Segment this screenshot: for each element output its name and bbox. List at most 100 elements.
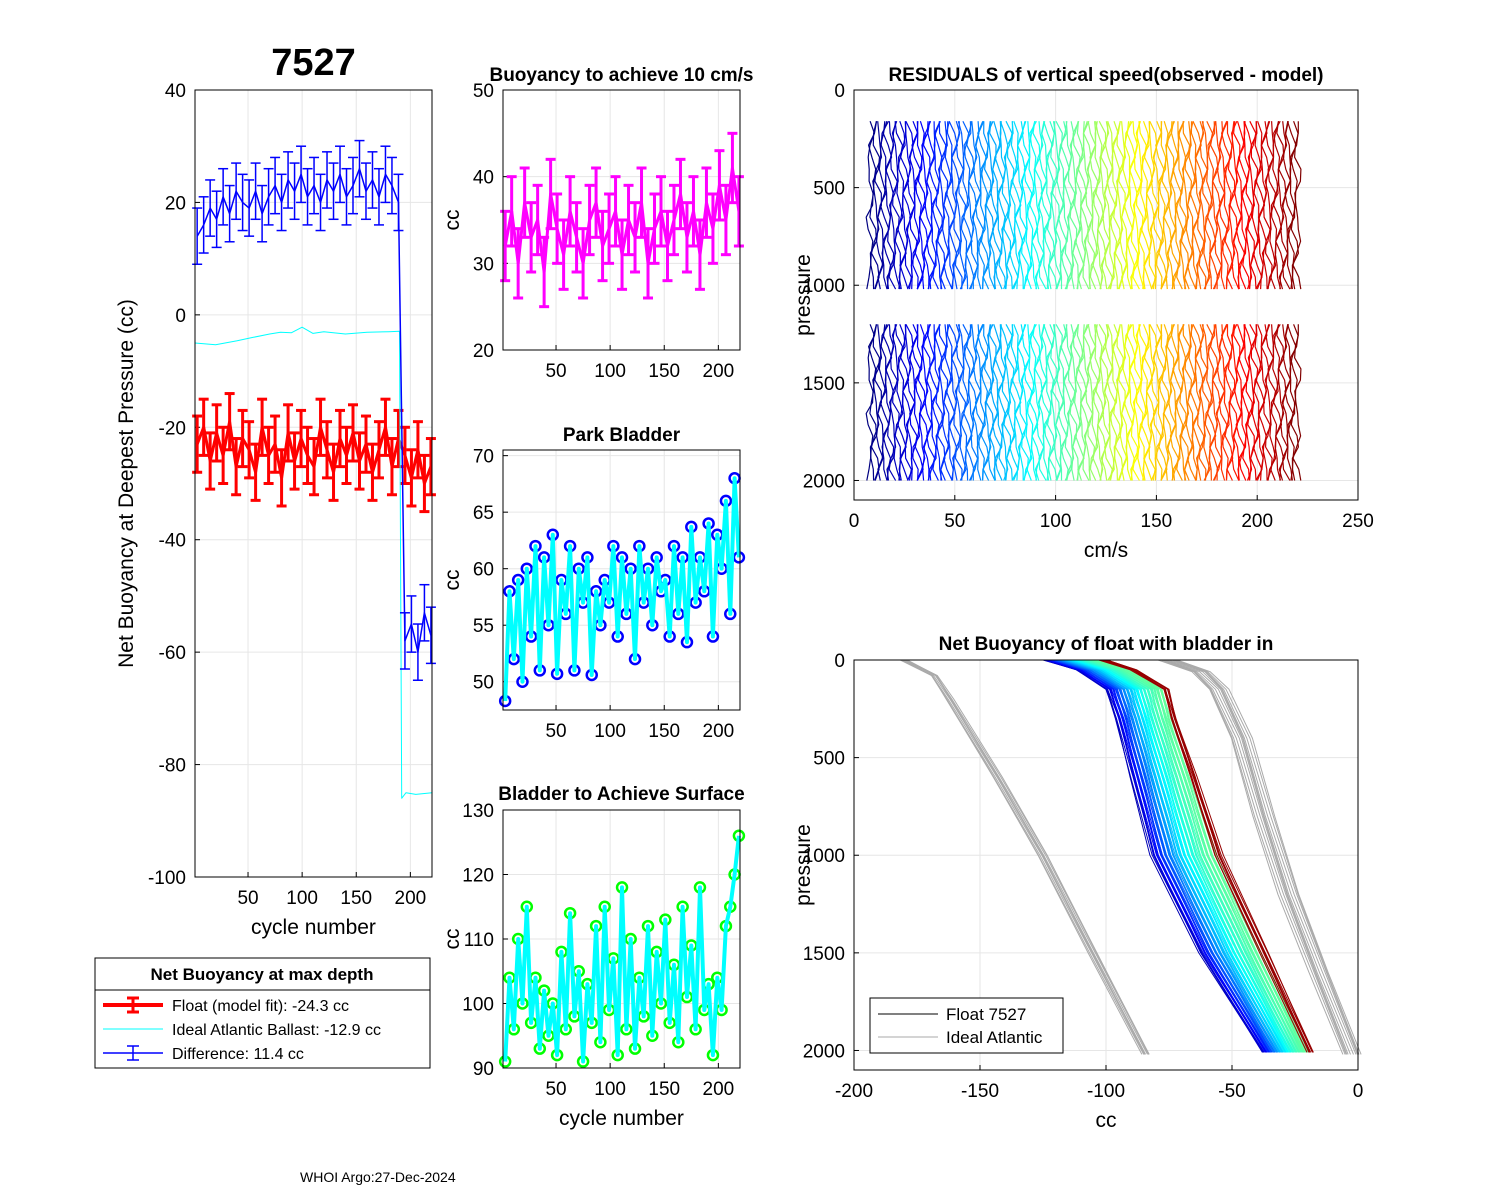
- errorbar-float: [302, 425, 313, 485]
- residual-profile: [1232, 324, 1243, 481]
- ideal-bundle-0: [900, 659, 1150, 1055]
- y-tick-label: 500: [813, 749, 845, 770]
- errorbar-difference: [412, 623, 423, 681]
- residual-profile: [1123, 120, 1134, 290]
- residual-profile: [1189, 324, 1200, 481]
- x-tick-label: -100: [1087, 1081, 1125, 1102]
- errorbar-difference: [406, 595, 417, 653]
- errorbar-difference: [354, 139, 365, 198]
- errorbar-float: [270, 414, 281, 474]
- ideal-profile: [906, 659, 1149, 1055]
- x-tick-label: -50: [1218, 1081, 1245, 1102]
- float-profile: [1102, 659, 1311, 1053]
- errorbar-buoyancy: [694, 218, 705, 291]
- residual-profile: [891, 120, 901, 290]
- residual-profile: [1048, 121, 1058, 290]
- y-tick-label: -80: [159, 756, 186, 777]
- errorbar-buoyancy: [681, 201, 692, 274]
- residual-profile: [1135, 324, 1145, 481]
- residual-profile: [1048, 324, 1058, 481]
- errorbar-float: [373, 420, 384, 480]
- errorbar-float: [224, 392, 235, 452]
- y-tick-label: 65: [473, 503, 494, 524]
- ideal-profile: [1157, 659, 1344, 1055]
- residual-profile: [1008, 121, 1019, 290]
- ideal-bundle-1: [1157, 659, 1362, 1055]
- errorbar-buoyancy: [500, 209, 511, 283]
- y-tick-label: 50: [473, 81, 494, 102]
- residual-profile: [1260, 121, 1271, 290]
- residual-profile: [1243, 324, 1253, 481]
- errorbar-difference: [198, 196, 209, 254]
- y-tick-label: 55: [473, 616, 494, 637]
- x-tick-label: 200: [703, 721, 735, 742]
- errorbar-buoyancy: [668, 183, 679, 257]
- errorbar-difference: [296, 145, 307, 204]
- residual-profile: [1037, 121, 1048, 290]
- residual-profile: [1069, 324, 1079, 481]
- residual-profile: [1232, 121, 1243, 290]
- errorbar-buoyancy: [727, 131, 738, 205]
- residual-profile: [1006, 324, 1016, 481]
- residual-profile: [1143, 121, 1154, 290]
- residual-profile: [899, 121, 910, 290]
- residual-profile: [1020, 324, 1031, 481]
- errorbar-float: [315, 397, 326, 457]
- residual-profile: [1114, 121, 1124, 290]
- residual-profile: [1145, 324, 1156, 481]
- errorbar-buoyancy: [558, 218, 569, 291]
- residual-profile: [1060, 324, 1071, 481]
- residual-profile: [1138, 324, 1148, 481]
- y-tick-label: 30: [473, 254, 494, 275]
- errorbar-difference: [309, 156, 320, 215]
- errorbar-float: [296, 408, 307, 469]
- residual-profile: [1292, 121, 1302, 290]
- y-tick-label: 1000: [803, 276, 845, 297]
- residual-profile: [1218, 120, 1229, 290]
- errorbar-difference: [231, 162, 242, 221]
- residual-profile: [1082, 324, 1094, 481]
- x-tick-label: 200: [395, 888, 427, 909]
- y-tick-label: 2000: [803, 1041, 845, 1062]
- ideal-profile: [1163, 659, 1348, 1055]
- errorbar-difference: [283, 151, 294, 209]
- errorbar-float: [192, 414, 203, 474]
- residual-profile: [988, 121, 999, 290]
- chart-title: Park Bladder: [563, 425, 681, 446]
- residual-profile: [1092, 121, 1102, 290]
- residual-profile: [1060, 121, 1071, 290]
- residual-profile: [954, 121, 964, 290]
- residual-profile: [870, 324, 881, 481]
- residual-profile: [1057, 121, 1068, 290]
- residual-profile: [933, 120, 943, 290]
- errorbar-difference: [335, 145, 346, 204]
- residual-profile: [950, 121, 961, 290]
- plot-area: [854, 90, 1358, 500]
- series-group: [500, 131, 744, 309]
- legend-ideal-label: Ideal Atlantic Ballast: -12.9 cc: [172, 1022, 381, 1039]
- errorbar-difference: [205, 179, 216, 237]
- errorbar-buoyancy: [662, 209, 673, 283]
- x-tick-label: 100: [286, 888, 318, 909]
- residual-profile: [1238, 324, 1249, 481]
- y-tick-label: -60: [159, 643, 186, 664]
- residual-profile: [1264, 121, 1274, 290]
- residual-profile: [1220, 120, 1231, 290]
- errorbar-difference: [373, 167, 384, 226]
- x-tick-label: 100: [1040, 511, 1072, 532]
- x-tick-label: 100: [594, 721, 626, 742]
- residual-profile: [1079, 120, 1090, 290]
- y-tick-label: 120: [462, 866, 494, 887]
- x-tick-label: 150: [648, 1079, 680, 1100]
- residual-profile: [1177, 120, 1187, 290]
- errorbar-buoyancy: [526, 201, 537, 274]
- x-tick-label: 200: [1241, 511, 1273, 532]
- x-tick-label: 150: [1141, 511, 1173, 532]
- residual-profile: [1123, 324, 1134, 481]
- errorbar-difference: [315, 173, 326, 232]
- y-tick-label: 2000: [803, 471, 845, 492]
- x-tick-label: 150: [648, 721, 680, 742]
- chart-title: Buoyancy to achieve 10 cm/s: [489, 65, 753, 86]
- residual-profile: [994, 324, 1005, 481]
- errorbar-float: [244, 420, 255, 480]
